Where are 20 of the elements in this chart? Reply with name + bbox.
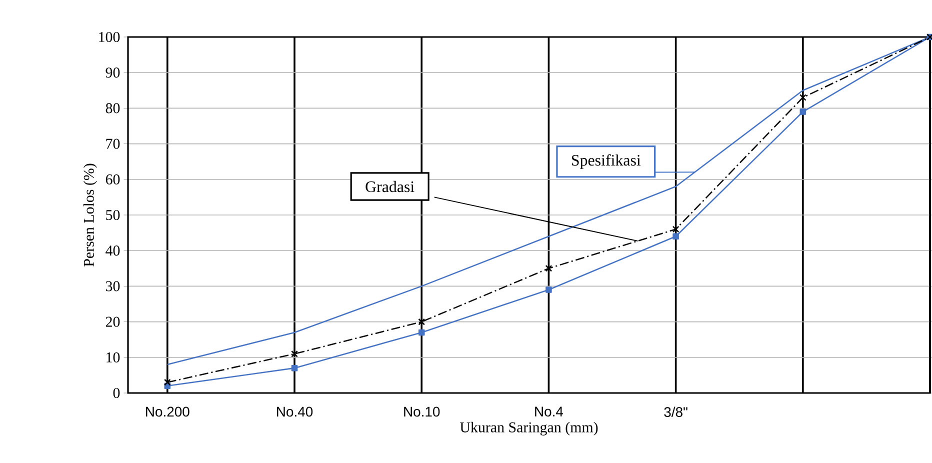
y-tick-label: 10 xyxy=(106,352,120,362)
y-tick-label: 70 xyxy=(106,138,120,149)
x-tick-label: No.10 xyxy=(404,406,440,417)
y-tick-label: 20 xyxy=(106,316,120,327)
y-tick-label: 40 xyxy=(106,246,120,256)
y-tick-label: 50 xyxy=(106,210,120,220)
x-tick-label: 3/8" xyxy=(664,406,688,418)
y-axis-title: Persen Lolos (%) xyxy=(83,164,97,266)
y-tick-label: 90 xyxy=(106,68,120,78)
y-tick-label: 60 xyxy=(106,174,120,184)
y-tick-label: 100 xyxy=(99,32,120,42)
y-tick-label: 0 xyxy=(113,388,120,398)
x-tick-label: No.4 xyxy=(535,406,564,417)
y-tick-label: 80 xyxy=(106,103,120,114)
x-tick-label: No.200 xyxy=(146,406,190,417)
text: Gradasi xyxy=(366,180,414,192)
legend-label: Spesifikasi xyxy=(572,154,641,169)
x-tick-label: No.40 xyxy=(277,406,313,417)
x-axis-title: Ukuran Saringan (mm) xyxy=(460,422,598,436)
y-tick-label: 30 xyxy=(106,281,120,292)
